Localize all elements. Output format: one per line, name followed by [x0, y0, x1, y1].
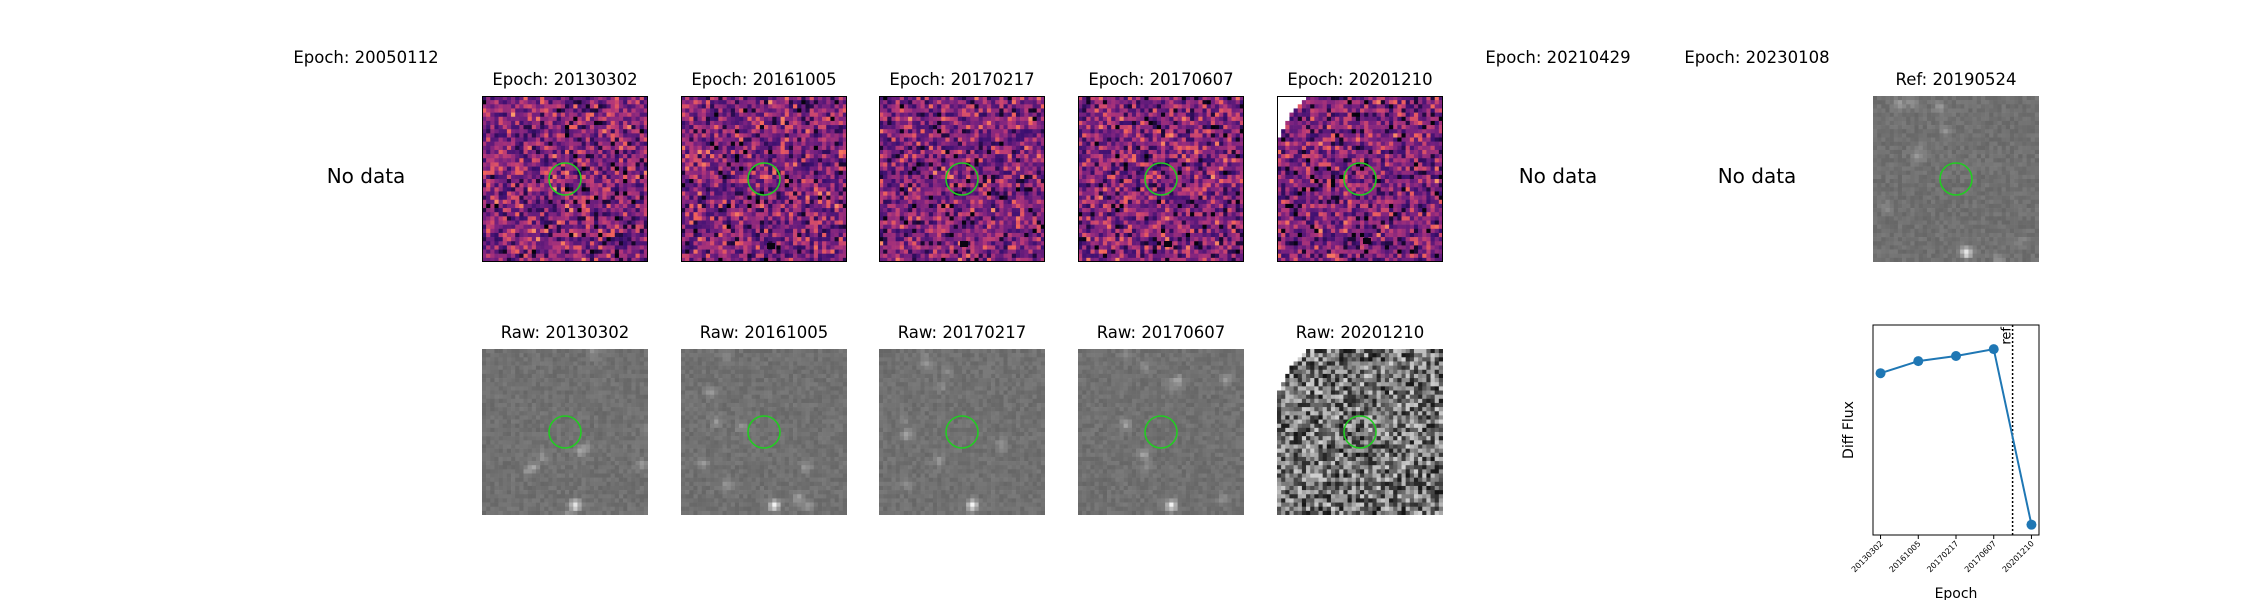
pixel-grid — [482, 349, 648, 515]
no-data-label: No data — [1518, 164, 1598, 188]
aperture-circle — [548, 162, 582, 196]
pixel-grid — [1078, 96, 1244, 262]
aperture-circle — [747, 162, 781, 196]
pixel-grid — [1277, 96, 1443, 262]
panel-title: Epoch: 20130302 — [492, 70, 638, 89]
image-frame — [1277, 96, 1443, 262]
pixel-grid — [879, 96, 1045, 262]
reference-image — [1873, 96, 2039, 262]
dark-residual — [1363, 238, 1371, 244]
panel-title: Ref: 20190524 — [1895, 70, 2017, 89]
aperture-circle — [1144, 162, 1178, 196]
panel-title: Epoch: 20161005 — [691, 70, 837, 89]
no-data-label: No data — [1717, 164, 1797, 188]
x-tick-label: 20130302 — [1850, 539, 1885, 574]
data-point — [1988, 344, 1999, 355]
difference-image — [482, 96, 648, 262]
aperture-circle — [945, 415, 979, 449]
pixel-grid — [482, 96, 648, 262]
diff-flux-series — [1875, 344, 2037, 530]
raw-image — [482, 349, 648, 515]
dark-residual — [960, 241, 968, 247]
y-axis-label: Diff Flux — [1841, 401, 1857, 459]
x-axis-label: Epoch — [1935, 586, 1978, 600]
raw-image — [1277, 349, 1443, 515]
x-tick-label: 20170607 — [1963, 539, 1998, 574]
data-point — [2026, 519, 2037, 530]
pixel-grid — [681, 96, 847, 262]
difference-image — [879, 96, 1045, 262]
panel-title: Raw: 20201210 — [1295, 323, 1425, 342]
panel-title: Epoch: 20170607 — [1088, 70, 1234, 89]
panel-title: Epoch: 20170217 — [889, 70, 1035, 89]
difference-image — [1277, 96, 1443, 262]
raw-image — [1078, 349, 1244, 515]
data-point — [1875, 368, 1886, 379]
aperture-circle — [1343, 415, 1377, 449]
x-tick-label: 20161005 — [1888, 539, 1923, 574]
dark-residual — [1164, 241, 1172, 247]
no-data-label: No data — [326, 164, 406, 188]
panel-title: Raw: 20161005 — [699, 323, 829, 342]
image-frame — [879, 96, 1045, 262]
ref-line-label: ref — [2000, 327, 2015, 345]
panel-title: Raw: 20170607 — [1096, 323, 1226, 342]
panel-title: Raw: 20170217 — [897, 323, 1027, 342]
image-frame — [482, 96, 648, 262]
aperture-circle — [1343, 162, 1377, 196]
x-tick-label: 20170217 — [1925, 539, 1960, 574]
pixel-grid — [1277, 349, 1443, 515]
panel-title: Epoch: 20230108 — [1684, 48, 1830, 67]
pixel-grid — [681, 349, 847, 515]
pixel-grid — [1078, 349, 1244, 515]
raw-image — [681, 349, 847, 515]
difference-image — [681, 96, 847, 262]
pixel-grid — [1873, 96, 2039, 262]
aperture-circle — [747, 415, 781, 449]
aperture-circle — [1144, 415, 1178, 449]
x-tick-labels: 20130302 20161005 20170217 20170607 20201210 — [1850, 535, 2036, 574]
panel-title: Epoch: 20201210 — [1287, 70, 1433, 89]
image-frame — [681, 96, 847, 262]
data-point — [1913, 356, 1924, 367]
panel-title: Epoch: 20050112 — [293, 48, 439, 67]
data-point — [1951, 350, 1961, 361]
difference-image — [1078, 96, 1244, 262]
image-frame — [1078, 96, 1244, 262]
x-tick-label: 20201210 — [2001, 539, 2036, 574]
panel-title: Epoch: 20210429 — [1485, 48, 1631, 67]
aperture-circle — [1939, 162, 1973, 196]
dark-residual — [767, 243, 775, 249]
aperture-circle — [945, 162, 979, 196]
panel-title: Raw: 20130302 — [500, 323, 630, 342]
aperture-circle — [548, 415, 582, 449]
pixel-grid — [879, 349, 1045, 515]
raw-image — [879, 349, 1045, 515]
series-line — [1880, 347, 2033, 525]
